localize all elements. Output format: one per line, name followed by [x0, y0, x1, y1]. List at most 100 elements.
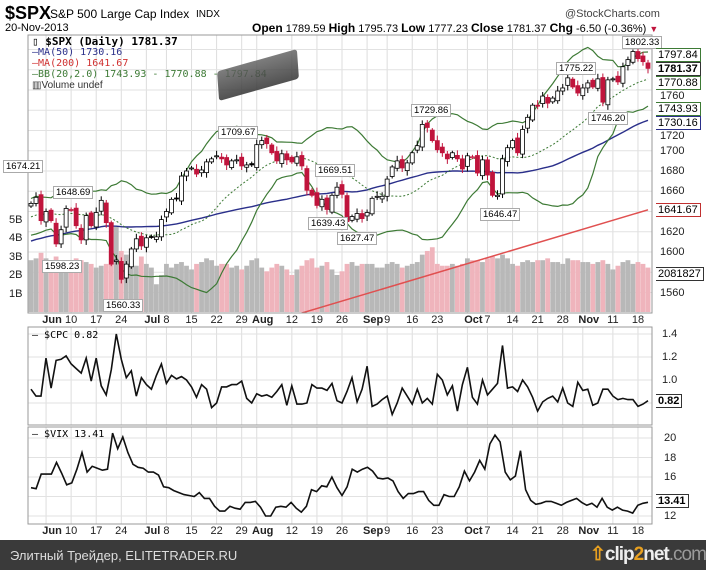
candle-body [98, 199, 104, 212]
candle-body [53, 222, 59, 245]
volume-bar [33, 258, 39, 312]
candle-body [459, 158, 465, 170]
candle-body [143, 237, 149, 248]
vix-title: — $VIX 13.41 [32, 429, 105, 440]
close-value: 1781.37 [506, 23, 547, 35]
date-tick-label: 12 [285, 314, 298, 326]
price-tick-label: 1680 [660, 165, 685, 177]
candle-body [580, 87, 586, 97]
date-tick-label: Jul [144, 314, 161, 326]
high-label: High [328, 21, 356, 35]
candle-body [294, 156, 300, 164]
volume-bar [560, 263, 566, 312]
candle-body [229, 160, 235, 168]
candle-body [485, 159, 490, 176]
candle-body [103, 202, 109, 224]
legend-bb: —BB(20,2.0) 1743.93 - 1770.88 - 1797.84 [32, 69, 267, 80]
candle-body [449, 152, 455, 158]
volume-bar [394, 263, 400, 312]
price-annotation: 1646.47 [480, 208, 521, 221]
volume-bar [209, 260, 214, 312]
candle-body [154, 236, 159, 240]
volume-bar [459, 263, 465, 312]
candle-body [179, 175, 184, 202]
candle-body [419, 124, 425, 148]
volume-tick-label: 1B [9, 287, 23, 300]
date-tick-label: 23 [431, 314, 444, 326]
footer-text: Элитный Трейдер, ELITETRADER.RU [10, 548, 238, 563]
low-value: 1777.23 [428, 23, 468, 35]
candle-body [244, 164, 250, 168]
candle-body [83, 215, 89, 241]
date-tick-label: 17 [90, 525, 103, 537]
candle-body [289, 156, 295, 163]
panel-border [27, 426, 653, 525]
clip2net-logo[interactable]: ⇧clip2net.com [590, 543, 706, 566]
volume-bar [399, 267, 405, 312]
volume-bar [289, 275, 295, 312]
volume-bar [555, 262, 561, 312]
date-tick-label: 22 [210, 525, 223, 537]
volume-bar [299, 265, 305, 312]
volume-bar [174, 263, 179, 312]
close-price-label: 1781.37 [656, 62, 701, 76]
bb-mid-label: 1770.88 [656, 76, 701, 90]
stockcharts-credit[interactable]: @StockCharts.com [565, 8, 660, 20]
candle-body [615, 75, 621, 83]
date-tick-label: 14 [506, 525, 519, 537]
candle-body [249, 163, 255, 166]
price-tick-label: 1720 [660, 130, 685, 142]
volume-bar [143, 263, 149, 312]
volume-bar [369, 263, 375, 312]
volume-bar [590, 263, 596, 312]
candle-body [324, 197, 330, 210]
candle-body [63, 208, 69, 228]
volume-tick-label: 5B [9, 213, 23, 226]
panel-border [27, 34, 653, 314]
price-annotation: 1639.43 [308, 217, 349, 230]
candle-body [259, 140, 265, 146]
volume-bar [424, 250, 430, 312]
date-tick-label: 17 [90, 314, 103, 326]
candle-body [219, 156, 225, 160]
volume-bar [575, 260, 581, 312]
date-tick-label: 10 [65, 314, 78, 326]
candle-body [429, 129, 435, 142]
volume-bar [199, 262, 204, 312]
date-tick-label: 12 [285, 525, 298, 537]
candle-body [133, 238, 139, 250]
price-annotation: 1598.23 [42, 260, 83, 273]
candle-body [209, 158, 214, 163]
candle-body [58, 229, 64, 245]
price-tick-label: 1560 [660, 286, 685, 299]
volume-bar [58, 262, 64, 312]
candle-body [234, 159, 240, 162]
triangle-down-icon: ▼ [649, 24, 659, 34]
candle-body [73, 207, 79, 227]
candle-body [555, 90, 561, 102]
volume-bar [314, 267, 320, 312]
candle-body [138, 235, 144, 247]
volume-bar [490, 256, 495, 312]
volume-bar [389, 262, 395, 312]
high-value: 1795.73 [358, 23, 399, 35]
candle-body [414, 145, 420, 151]
volume-bar [128, 260, 134, 312]
candle-body [550, 97, 556, 103]
volume-bar [349, 262, 355, 312]
candle-body [174, 197, 179, 200]
ma200-line [299, 209, 649, 313]
candle-body [334, 186, 340, 196]
candle-body [33, 196, 39, 204]
volume-bar [615, 265, 621, 312]
candle-body [409, 152, 415, 164]
cpc-title-text: $CPC [44, 330, 69, 341]
candle-body [48, 209, 54, 222]
price-tick-label: 1660 [660, 185, 685, 198]
candle-body [540, 95, 546, 104]
date-tick-label: 8 [163, 525, 170, 537]
candle-body [610, 78, 616, 81]
volume-tick-label: 3B [9, 250, 23, 263]
candle-body [88, 212, 94, 227]
volume-bar [284, 269, 290, 312]
